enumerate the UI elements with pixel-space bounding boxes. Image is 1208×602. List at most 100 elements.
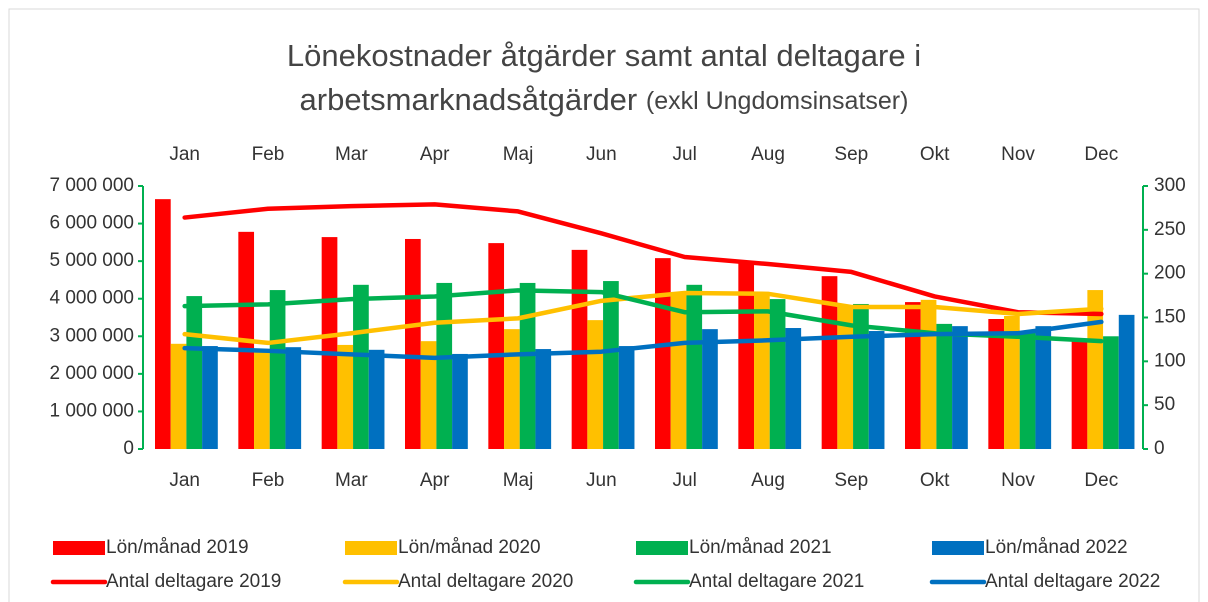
bar: [936, 323, 953, 449]
x-tick-label: Maj: [503, 144, 534, 165]
bar: [1004, 315, 1020, 449]
bar: [702, 329, 718, 449]
x-tick-label: Mar: [335, 144, 368, 165]
bar: [321, 237, 338, 449]
bar: [571, 249, 588, 449]
bar: [1118, 314, 1135, 449]
bar: [920, 299, 937, 449]
bar: [1019, 332, 1036, 449]
line: [182, 319, 1104, 361]
bar: [452, 353, 468, 449]
y2-tick-label: 100: [1154, 350, 1186, 371]
x-tick-label: Dec: [1084, 470, 1118, 491]
y2-tick-label: 200: [1154, 263, 1186, 284]
bar: [868, 331, 885, 449]
y-tick-label: 6 000 000: [49, 213, 134, 234]
x-tick-label: Feb: [252, 470, 285, 491]
bar: [535, 349, 552, 449]
bar: [519, 282, 536, 449]
y-tick-label: 2 000 000: [49, 363, 134, 384]
bar: [420, 341, 437, 449]
bar: [853, 303, 869, 449]
bar: [269, 290, 286, 449]
legend-label: Antal deltagare 2022: [985, 571, 1160, 592]
y-tick-label: 1 000 000: [49, 400, 134, 421]
legend-swatch: [53, 541, 105, 555]
x-tick-label: Nov: [1001, 144, 1035, 165]
bar: [905, 302, 921, 449]
legend-swatch: [345, 541, 397, 555]
x-tick-label: Okt: [920, 470, 950, 491]
bar: [738, 261, 755, 449]
legend-label: Antal deltagare 2019: [106, 571, 281, 592]
chart-title: arbetsmarknadsåtgärder (exkl Ungdomsinsa…: [300, 82, 909, 117]
y2-tick-label: 150: [1154, 307, 1186, 328]
x-tick-label: Jun: [586, 144, 617, 165]
x-tick-label: Nov: [1001, 470, 1035, 491]
x-tick-label: Apr: [420, 144, 450, 165]
bar: [202, 346, 218, 449]
bar: [603, 281, 619, 449]
x-tick-label: Sep: [834, 144, 868, 165]
legend-label: Antal deltagare 2021: [689, 571, 864, 592]
x-tick-label: Maj: [503, 470, 534, 491]
x-tick-label: Jan: [169, 144, 200, 165]
bar: [837, 305, 854, 449]
chart-title-line: Lönekostnader åtgärder samt antal deltag…: [287, 38, 921, 73]
x-tick-label: Jan: [169, 470, 200, 491]
legend-swatch: [636, 541, 688, 555]
legend-swatch: [932, 541, 984, 555]
bar: [353, 284, 369, 449]
bar: [655, 258, 671, 449]
x-tick-label: Apr: [420, 470, 450, 491]
bar: [170, 343, 187, 449]
chart-subtitle: (exkl Ungdomsinsatser): [646, 87, 909, 115]
legend-label: Antal deltagare 2020: [398, 571, 573, 592]
x-tick-label: Okt: [920, 144, 950, 165]
x-tick-label: Jul: [673, 144, 697, 165]
y2-tick-label: 300: [1154, 175, 1186, 196]
bar: [285, 347, 302, 449]
bar: [785, 328, 802, 449]
y-tick-label: 7 000 000: [49, 175, 134, 196]
bar: [155, 199, 171, 449]
bar: [186, 296, 203, 449]
bar: [436, 282, 453, 449]
bar: [587, 320, 604, 449]
bar: [368, 349, 385, 449]
bar: [1087, 290, 1104, 449]
x-tick-label: Aug: [751, 144, 785, 165]
x-tick-label: Aug: [751, 470, 785, 491]
bar: [670, 293, 687, 449]
bar: [1071, 340, 1088, 449]
y-tick-label: 0: [123, 438, 134, 459]
line: [182, 202, 1104, 317]
line: [182, 290, 1104, 346]
bar: [769, 299, 786, 449]
bar: [504, 329, 520, 449]
y2-tick-label: 50: [1154, 394, 1175, 415]
legend-label: Lön/månad 2021: [689, 537, 832, 558]
bar: [254, 349, 270, 449]
x-tick-label: Mar: [335, 470, 368, 491]
bar: [488, 243, 505, 449]
bar: [952, 326, 968, 449]
bar: [1035, 326, 1052, 449]
bar: [1103, 336, 1119, 449]
y-tick-label: 5 000 000: [49, 250, 134, 271]
legend-label: Lön/månad 2020: [398, 537, 541, 558]
bar: [686, 284, 703, 449]
legend-label: Lön/månad 2022: [985, 537, 1128, 558]
y-tick-label: 4 000 000: [49, 288, 134, 309]
x-tick-label: Jun: [586, 470, 617, 491]
bar: [988, 319, 1005, 449]
x-tick-label: Sep: [834, 470, 868, 491]
legend-label: Lön/månad 2019: [106, 537, 249, 558]
bar: [754, 291, 770, 449]
bar: [618, 346, 635, 449]
chart-title-line: arbetsmarknadsåtgärder: [300, 82, 638, 117]
y2-tick-label: 0: [1154, 438, 1165, 459]
x-tick-label: Jul: [673, 470, 697, 491]
x-tick-label: Feb: [252, 144, 285, 165]
